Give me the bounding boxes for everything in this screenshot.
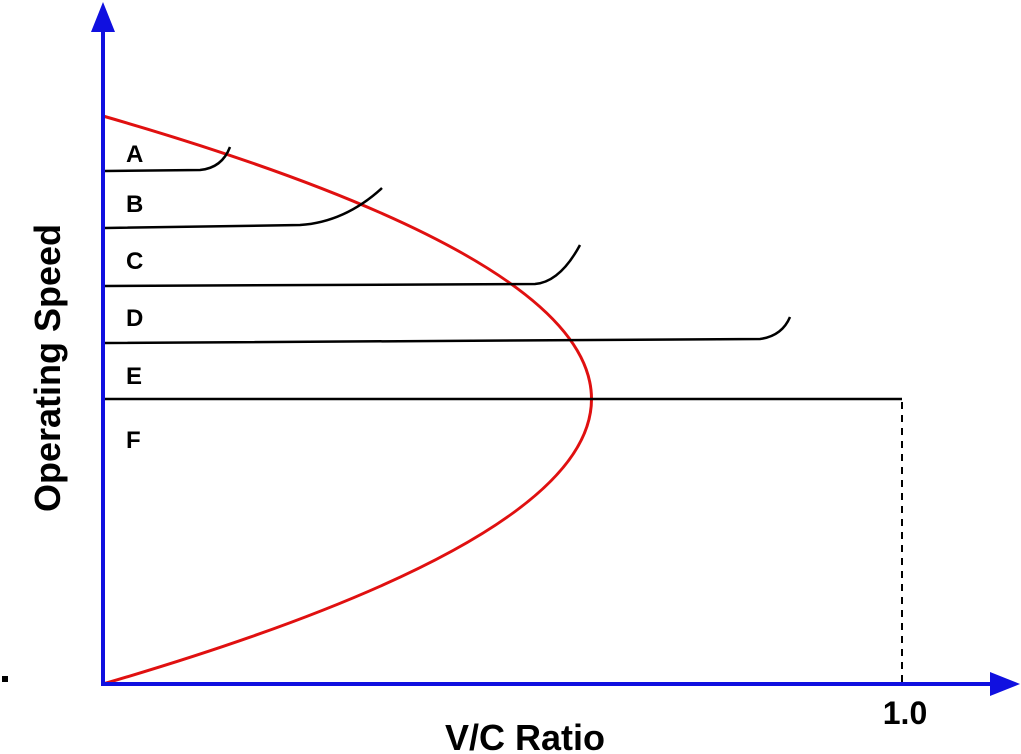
los-label-d: D [126, 305, 143, 332]
x-axis-tick-label: 1.0 [883, 695, 927, 731]
stray-dot [2, 676, 8, 682]
los-label-e: E [126, 363, 142, 390]
los-a-boundary-line [104, 146, 232, 173]
los-label-c: C [126, 248, 143, 275]
y-axis-title: Operating Speed [27, 224, 68, 512]
los-c-boundary-line [104, 244, 582, 288]
los-label-b: B [126, 191, 143, 218]
los-d-boundary-line [104, 316, 792, 345]
los-label-f: F [126, 427, 141, 454]
x-axis-title: V/C Ratio [445, 717, 605, 754]
los-b-boundary-line [104, 187, 383, 230]
los-label-a: A [126, 141, 143, 168]
y-axis-arrowhead [91, 2, 115, 32]
x-axis-arrowhead [990, 672, 1020, 696]
